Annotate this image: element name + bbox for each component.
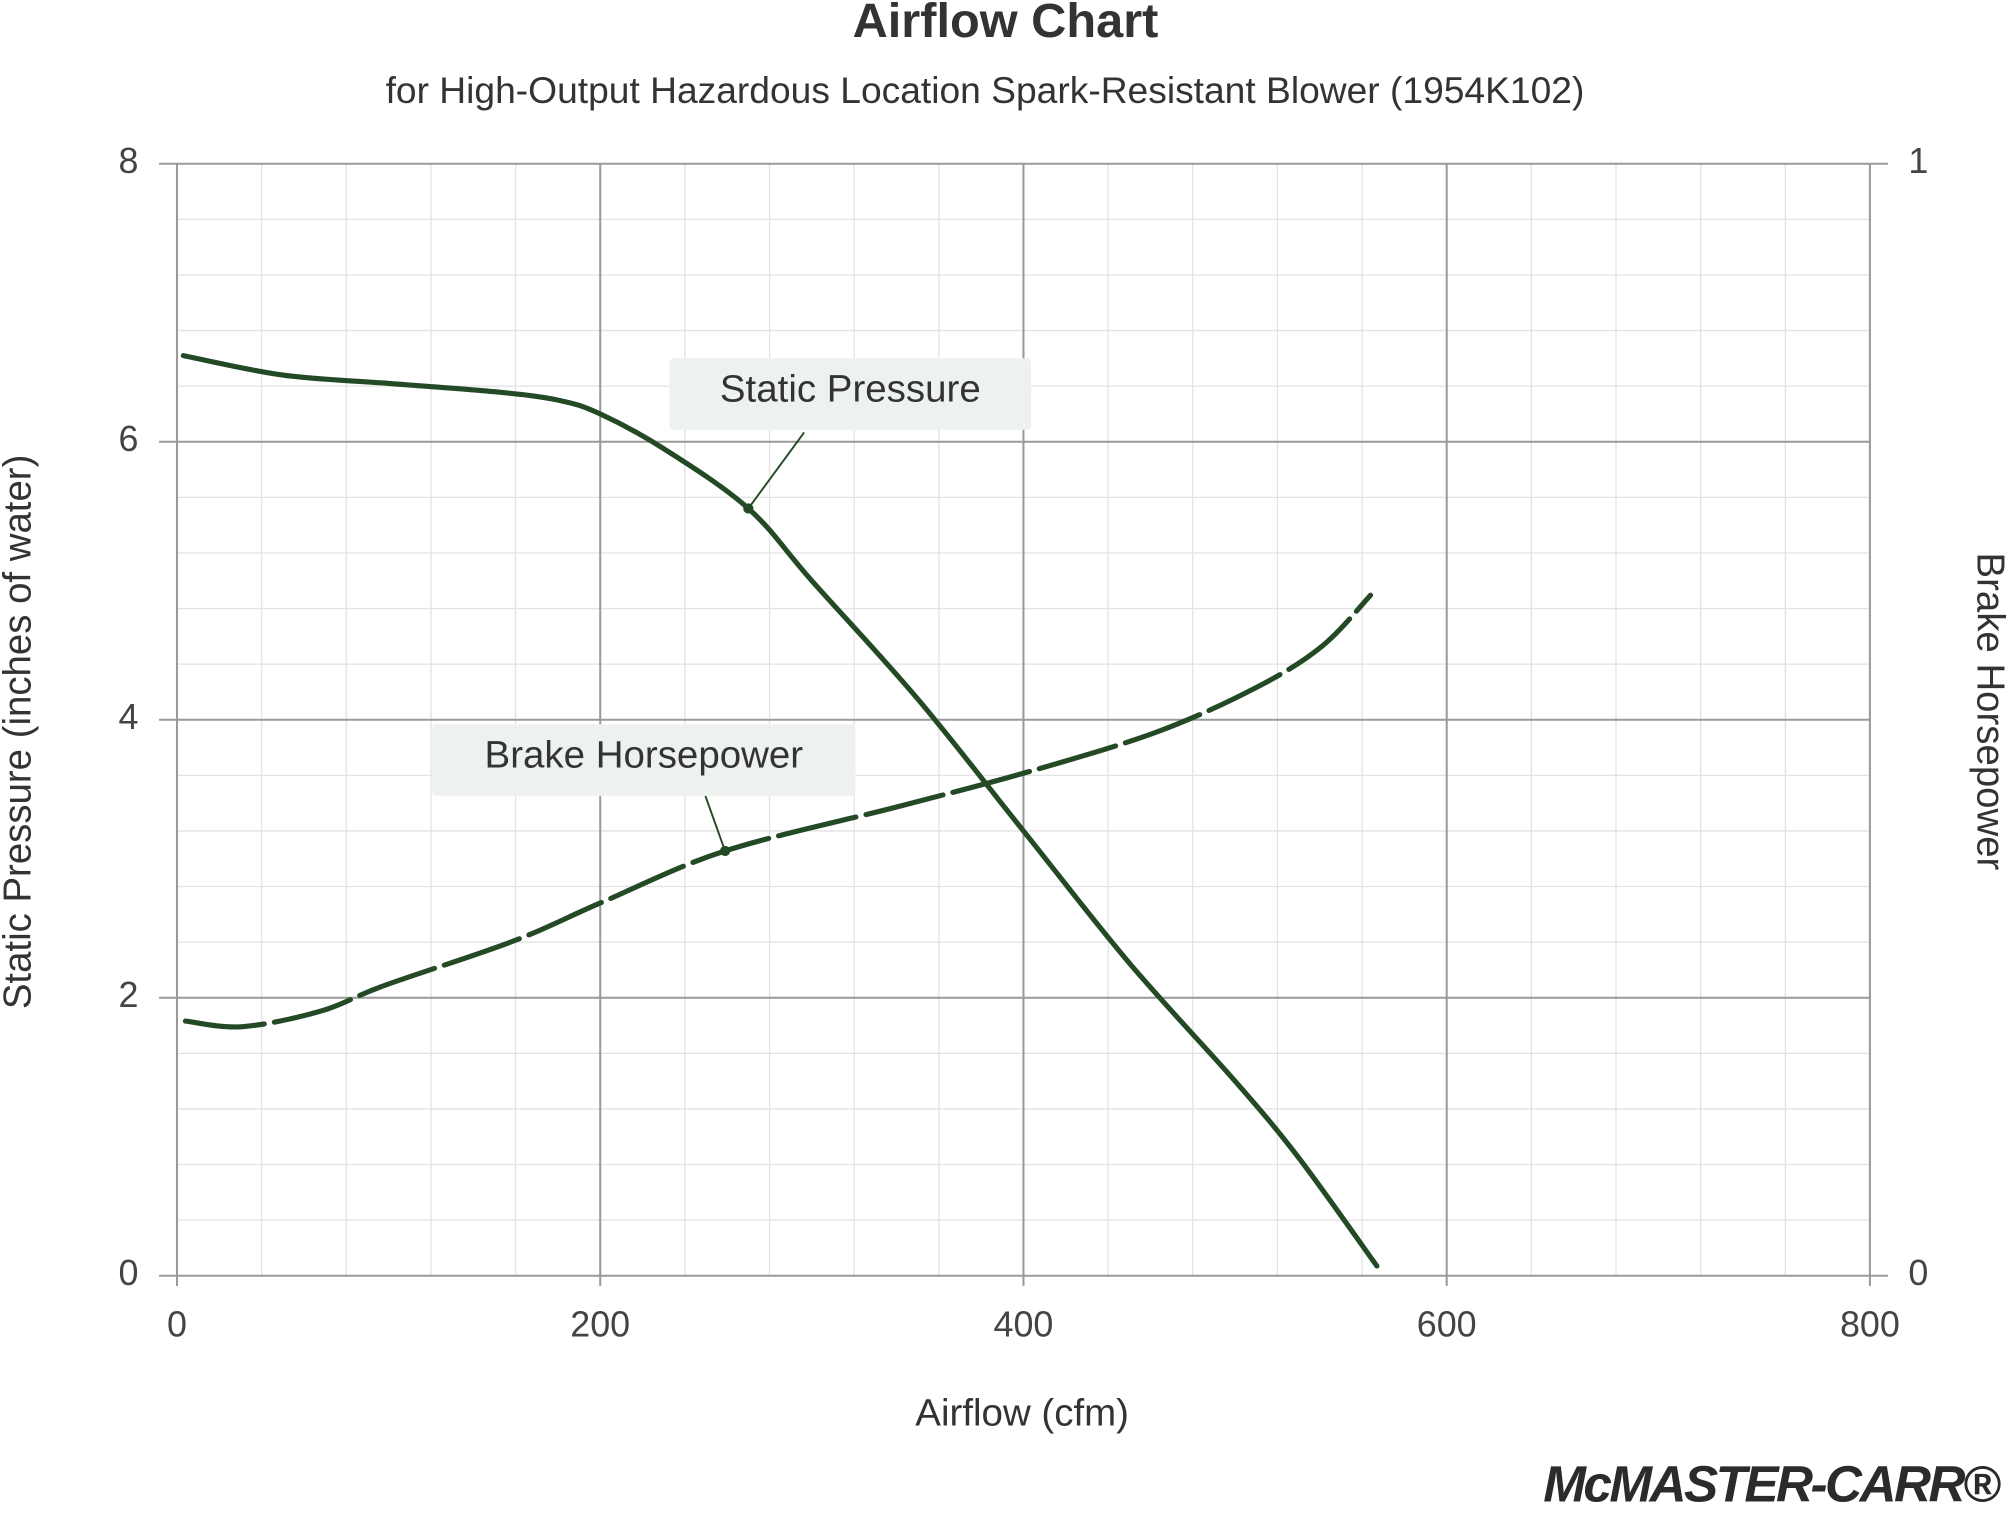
y-tick-label: 0 (119, 1253, 139, 1293)
annotation-leader (747, 431, 805, 510)
annotation-dot (719, 845, 731, 857)
series-line (180, 353, 1380, 1269)
y2-tick-label: 0 (1908, 1253, 1928, 1293)
y-axis-label: Static Pressure (inches of water) (0, 455, 40, 1010)
y2-tick-label: 1 (1908, 141, 1928, 181)
x-tick-label: 400 (993, 1304, 1053, 1344)
x-axis-label: Airflow (cfm) (915, 1391, 1129, 1434)
annotation-dot (743, 503, 754, 514)
series-label: Brake Horsepower (485, 734, 804, 777)
y-tick-label: 8 (119, 141, 139, 181)
x-tick-label: 0 (167, 1304, 187, 1344)
y-tick-label: 4 (119, 697, 139, 737)
chart-title: Airflow Chart (853, 0, 1159, 48)
y-tick-label: 2 (119, 975, 139, 1015)
logo: McMASTER-CARR® (1543, 1456, 2001, 1513)
annotation-box (432, 724, 856, 796)
series-label: Static Pressure (720, 368, 981, 411)
x-tick-label: 800 (1840, 1304, 1900, 1344)
y2-axis-label: Brake Horsepower (1969, 553, 2011, 871)
annotation-leader (704, 795, 726, 852)
series-line (182, 592, 1374, 1030)
y-tick-label: 6 (119, 419, 139, 459)
annotation-box (669, 358, 1032, 430)
chart-subtitle: for High-Output Hazardous Location Spark… (386, 69, 1585, 111)
x-tick-label: 600 (1417, 1304, 1477, 1344)
x-tick-label: 200 (570, 1304, 630, 1344)
